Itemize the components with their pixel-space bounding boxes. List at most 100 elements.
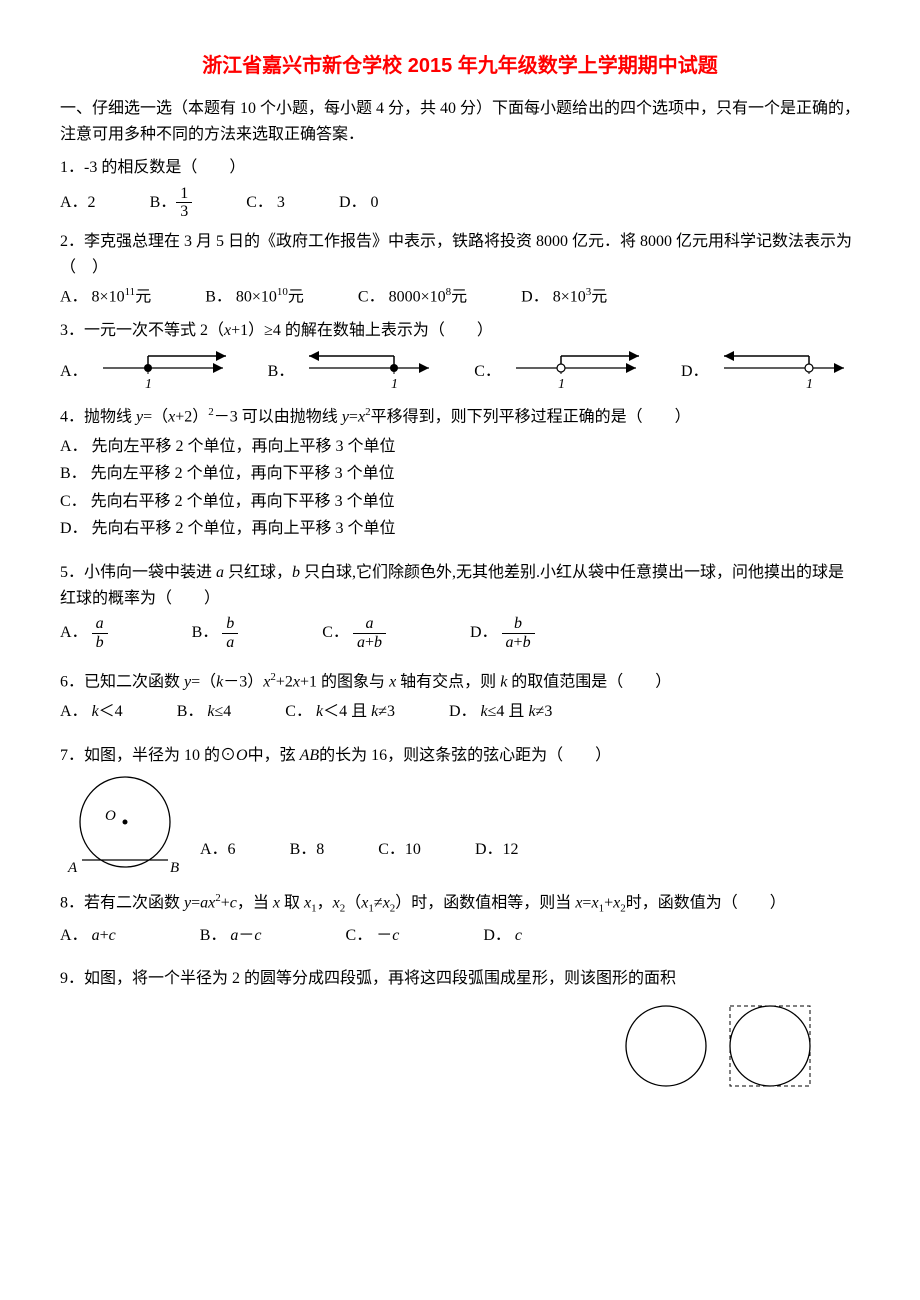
q1-opt-C: C． 3 <box>246 190 285 216</box>
q2D-pre: D． 8×10 <box>521 288 586 305</box>
q5-opt-B: B． ba <box>192 615 239 651</box>
q8-a: a <box>200 895 208 912</box>
q8-options: A． a+c B． a－c C． －c D． c <box>60 923 860 949</box>
q6-options: A． k＜4 B． k≤4 C． k＜4 且 k≠3 D． k≤4 且 k≠3 <box>60 699 860 725</box>
q3-options: A． 1 B． 1 C． 1 D． 1 <box>60 348 860 396</box>
q8-tail: 时，函数值为（ ） <box>626 895 786 912</box>
q1-options: A．2 B．13 C． 3 D． 0 <box>60 185 860 221</box>
q4-pre: 4．抛物线 <box>60 408 136 425</box>
q6-opt-D: D． k≤4 且 k≠3 <box>449 699 552 725</box>
q1-B-frac: 13 <box>176 185 192 221</box>
q2-options: A． 8×1011元 B． 80×1010元 C． 8000×108元 D． 8… <box>60 284 860 310</box>
question-5: 5．小伟向一袋中装进 a 只红球，b 只白球,它们除颜色外,无其他差别.小红从袋… <box>60 560 860 611</box>
page-title: 浙江省嘉兴市新仓学校 2015 年九年级数学上学期期中试题 <box>60 50 860 82</box>
q6-t2: +1 的图象与 <box>300 674 389 691</box>
q2B-pre: B． 80×10 <box>205 288 277 305</box>
svg-text:1: 1 <box>391 377 398 392</box>
q4-opt-B: B． 先向左平移 2 个单位，再向下平移 3 个单位 <box>60 461 860 487</box>
svg-text:1: 1 <box>806 377 813 392</box>
q6D-mid: ≤4 且 <box>488 703 529 720</box>
q6-opt-C: C． k＜4 且 k≠3 <box>285 699 395 725</box>
q2D-suf: 元 <box>591 288 607 305</box>
q6C-mid: ＜4 且 <box>323 703 371 720</box>
question-2: 2．李克强总理在 3 月 5 日的《政府工作报告》中表示，铁路将投资 8000 … <box>60 229 860 280</box>
q5A-lbl: A． <box>60 624 88 641</box>
q2A-exp: 11 <box>125 286 136 298</box>
q7-options: A．6 B．8 C．10 D．12 <box>200 837 569 863</box>
q7-opt-A: A．6 <box>200 837 236 863</box>
q6-eq: =（ <box>191 674 216 691</box>
q6D-k2: k <box>528 703 535 720</box>
q7-O: O <box>236 747 248 764</box>
q5B-frac: ba <box>222 615 238 651</box>
q8B-c: c <box>254 927 261 944</box>
q8-opt-B: B． a－c <box>200 923 262 949</box>
q3-opt-D-label: D． <box>681 359 709 385</box>
q6D-k1: k <box>481 703 488 720</box>
q2-opt-A: A． 8×1011元 <box>60 284 151 310</box>
q3-opt-B-label: B． <box>268 359 295 385</box>
q4-opt-D: D． 先向右平移 2 个单位，再向上平移 3 个单位 <box>60 516 860 542</box>
q2B-suf: 元 <box>288 288 304 305</box>
q6-t4: 的取值范围是（ ） <box>507 674 671 691</box>
q4-t2: 平移得到，则下列平移过程正确的是（ ） <box>371 408 691 425</box>
q8-m2: 取 <box>280 895 304 912</box>
q8A-a: a <box>92 927 100 944</box>
q4-s1: +2） <box>175 408 208 425</box>
q2C-suf: 元 <box>451 288 467 305</box>
q8-x2: x <box>273 895 280 912</box>
q7-AB: AB <box>300 747 320 764</box>
q6-opt-A: A． k＜4 <box>60 699 123 725</box>
q8C-c: c <box>392 927 399 944</box>
q8-m1: ，当 <box>237 895 273 912</box>
circle-chord-icon: O A B <box>60 772 190 882</box>
q5-opt-C: C． aa+b <box>322 615 386 651</box>
svg-text:B: B <box>170 860 179 876</box>
number-line-A-icon: 1 <box>98 348 238 396</box>
question-4: 4．抛物线 y=（x+2）2－3 可以由抛物线 y=x2平移得到，则下列平移过程… <box>60 404 860 430</box>
q6C-k1: k <box>316 703 323 720</box>
q1-opt-A: A．2 <box>60 190 96 216</box>
question-8: 8．若有二次函数 y=ax2+c，当 x 取 x1，x2（x1≠x2）时，函数值… <box>60 890 860 918</box>
q8B-m: － <box>238 927 254 944</box>
q5-a: a <box>216 564 224 581</box>
q2-opt-B: B． 80×1010元 <box>205 284 304 310</box>
q6C-suf: ≠3 <box>378 703 395 720</box>
q5-b: b <box>292 564 300 581</box>
question-1: 1．-3 的相反数是（ ） <box>60 155 860 181</box>
q2-opt-D: D． 8×103元 <box>521 284 607 310</box>
q8-pre: 8．若有二次函数 <box>60 895 184 912</box>
q7-pre: 7．如图，半径为 10 的⊙ <box>60 747 236 764</box>
q6-t3: 轴有交点，则 <box>396 674 500 691</box>
q8A-c: c <box>109 927 116 944</box>
q8-opt-C: C． －c <box>346 923 400 949</box>
svg-text:O: O <box>105 808 116 824</box>
q6D-suf: ≠3 <box>536 703 553 720</box>
q6-t1: +2 <box>276 674 293 691</box>
q1-opt-D: D． 0 <box>339 190 379 216</box>
q5B-lbl: B． <box>192 624 219 641</box>
q9-figures <box>616 996 820 1096</box>
question-6: 6．已知二次函数 y=（k－3）x2+2x+1 的图象与 x 轴有交点，则 k … <box>60 669 860 695</box>
q1-B-prefix: B． <box>150 194 177 211</box>
q8-ps: ）时，函数值相等，则当 <box>395 895 575 912</box>
q4-opt-A: A． 先向左平移 2 个单位，再向上平移 3 个单位 <box>60 434 860 460</box>
q5A-frac: ab <box>92 615 108 651</box>
question-9: 9．如图，将一个半径为 2 的圆等分成四段弧，再将这四段弧围成星形，则该图形的面… <box>60 966 860 992</box>
q6-mid: －3） <box>223 674 263 691</box>
number-line-B-icon: 1 <box>304 348 444 396</box>
number-line-C-icon: 1 <box>511 348 651 396</box>
q6-opt-B: B． k≤4 <box>177 699 232 725</box>
q2B-exp: 10 <box>277 286 288 298</box>
q6A-pre: A． <box>60 703 92 720</box>
circle-icon <box>616 996 716 1096</box>
q5C-lbl: C． <box>322 624 349 641</box>
q6B-suf: ≤4 <box>214 703 231 720</box>
q4-opt-C: C． 先向右平移 2 个单位，再向下平移 3 个单位 <box>60 489 860 515</box>
svg-text:1: 1 <box>145 377 152 392</box>
q2A-suf: 元 <box>135 288 151 305</box>
q6-pre: 6．已知二次函数 <box>60 674 184 691</box>
q8-opt-D: D． c <box>483 923 522 949</box>
q5-m1: 只红球， <box>224 564 292 581</box>
q7-mid: 中，弦 <box>248 747 300 764</box>
